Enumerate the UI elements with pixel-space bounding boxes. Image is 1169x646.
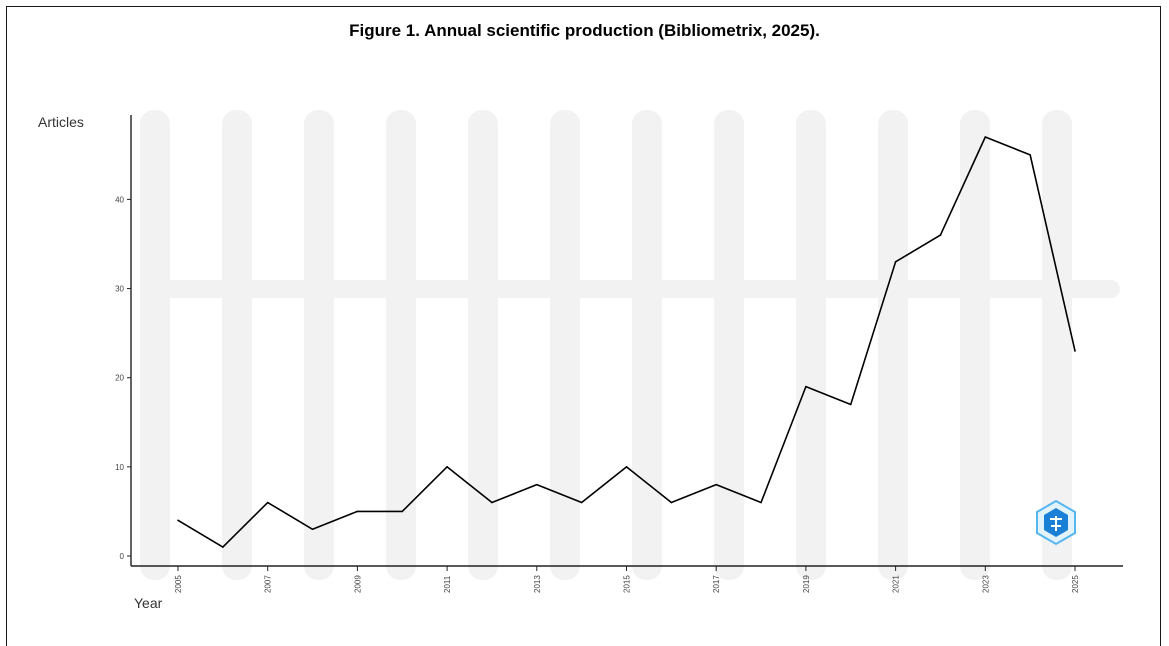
data-point: [939, 234, 942, 236]
data-point: [1074, 350, 1076, 352]
data-point: [356, 510, 359, 513]
y-tick-label: 10: [115, 463, 124, 472]
watermark-band: [714, 110, 744, 580]
watermark-band: [140, 280, 1120, 298]
data-point: [760, 501, 762, 504]
data-point: [446, 466, 448, 468]
x-ticks: 2005 2007 2009 2011 2013 2015 2017 2019 2021 2023…: [174, 566, 1080, 593]
data-point: [894, 261, 897, 263]
data-point: [849, 403, 852, 406]
data-point: [625, 466, 628, 468]
data-point: [266, 501, 269, 504]
background-watermark: [140, 110, 1120, 580]
data-point: [1029, 154, 1031, 156]
x-tick-label: 2021: [892, 575, 901, 593]
x-tick-label: 2007: [264, 575, 273, 593]
x-tick-label: 2005: [174, 575, 183, 593]
x-tick-label: 2015: [623, 575, 632, 593]
logo-icon: [1036, 499, 1076, 546]
x-tick-label: 2009: [353, 575, 362, 593]
data-point: [177, 519, 179, 522]
watermark-band: [796, 110, 826, 580]
data-point: [580, 501, 583, 504]
x-tick-label: 2023: [981, 575, 990, 593]
data-point: [715, 483, 717, 486]
y-tick-label: 30: [115, 285, 124, 294]
y-tick-label: 20: [115, 374, 124, 383]
watermark-band: [222, 110, 252, 580]
x-axis-label: Year: [134, 595, 163, 611]
watermark-band: [1042, 110, 1072, 580]
x-tick-label: 2019: [802, 575, 811, 593]
x-tick-label: 2017: [712, 575, 721, 593]
x-tick-label: 2013: [533, 575, 542, 593]
data-points: [177, 136, 1076, 548]
watermark-band: [468, 110, 498, 580]
watermark-band: [304, 110, 334, 580]
data-point: [401, 510, 404, 513]
figure-title: Figure 1. Annual scientific production (…: [349, 21, 820, 40]
data-point: [984, 136, 987, 138]
x-tick-label: 2011: [443, 575, 452, 593]
y-tick-label: 0: [120, 552, 125, 561]
y-ticks: 0 10 20 30 40: [115, 195, 131, 561]
data-point: [222, 546, 224, 548]
data-point: [491, 501, 493, 504]
x-tick-label: 2025: [1071, 575, 1080, 593]
y-axis-label: Articles: [38, 114, 84, 130]
data-point: [805, 385, 807, 388]
watermark-band: [550, 110, 580, 580]
watermark-band: [878, 110, 908, 580]
watermark-band: [960, 110, 990, 580]
data-point: [670, 501, 673, 504]
y-tick-label: 40: [115, 195, 124, 204]
watermark-band: [140, 110, 170, 580]
data-point: [311, 528, 314, 531]
watermark-band: [386, 110, 416, 580]
data-point: [536, 483, 538, 486]
watermark-band: [632, 110, 662, 580]
